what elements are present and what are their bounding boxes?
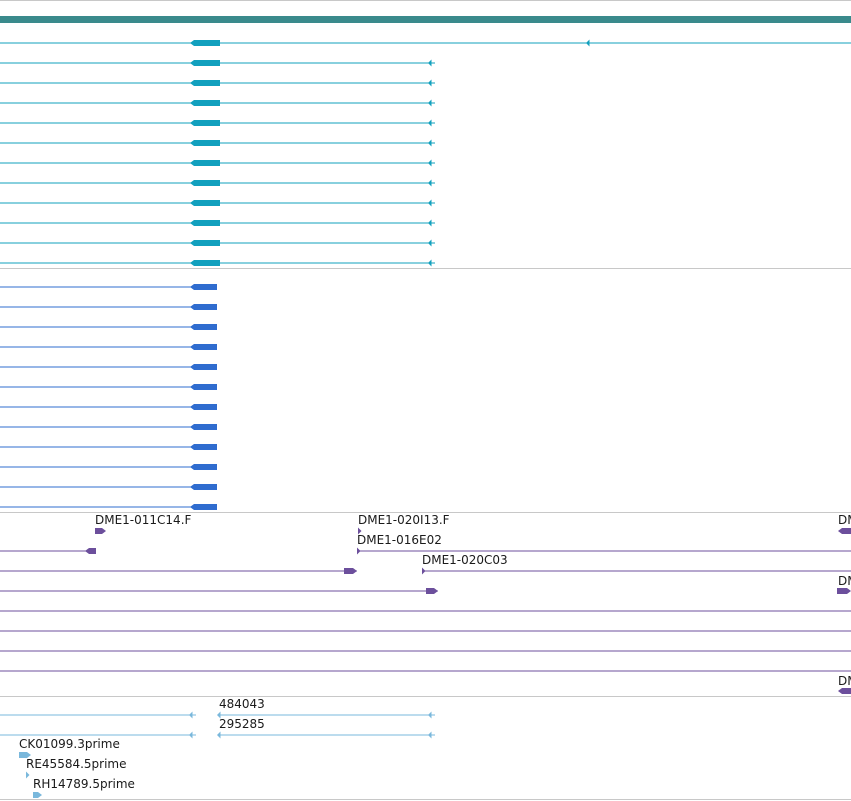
exon-block[interactable] — [190, 304, 217, 310]
feature-label-rh14789-5prime[interactable]: RH14789.5prime — [33, 777, 135, 791]
est-feature[interactable] — [33, 792, 42, 798]
feature-label-dme1-020i13-f[interactable]: DME1-020I13.F — [358, 513, 450, 527]
exon-block[interactable] — [190, 240, 220, 246]
strand-arrow[interactable] — [428, 219, 432, 227]
strand-arrow[interactable] — [428, 199, 432, 207]
exon-block[interactable] — [190, 404, 217, 410]
exon-block[interactable] — [190, 484, 217, 490]
feature-label-295285[interactable]: 295285 — [219, 717, 265, 731]
strand-arrow[interactable] — [428, 179, 432, 187]
exon-block[interactable] — [190, 160, 220, 166]
clone-feature[interactable] — [358, 527, 362, 535]
exon-block[interactable] — [190, 444, 217, 450]
clone-feature[interactable] — [95, 528, 106, 534]
feature-label-re45584-5prime[interactable]: RE45584.5prime — [26, 757, 127, 771]
strand-arrow[interactable] — [428, 259, 432, 267]
feature-label-dm-top[interactable]: DM — [838, 513, 851, 527]
strand-arrow[interactable] — [428, 119, 432, 127]
feature-label-ck01099-3prime[interactable]: CK01099.3prime — [19, 737, 120, 751]
bottom-border — [0, 799, 851, 800]
exon-block[interactable] — [190, 220, 220, 226]
track-separator-3 — [0, 696, 851, 697]
strand-arrow[interactable] — [428, 711, 432, 719]
feature-label-dm-bottom[interactable]: DM — [838, 674, 851, 688]
exon-block[interactable] — [190, 324, 217, 330]
exon-block[interactable] — [190, 60, 220, 66]
strand-arrow[interactable] — [428, 731, 432, 739]
clone-feature[interactable] — [838, 688, 851, 694]
clone-end[interactable] — [85, 548, 96, 554]
track-separator-1 — [0, 268, 851, 269]
est-feature[interactable] — [26, 771, 30, 779]
clone-end[interactable] — [426, 588, 438, 594]
exon-block[interactable] — [190, 80, 220, 86]
exon-block[interactable] — [190, 200, 220, 206]
strand-arrow[interactable] — [428, 159, 432, 167]
top-border — [0, 0, 851, 1]
strand-arrow[interactable] — [428, 59, 432, 67]
est-feature[interactable] — [19, 752, 31, 758]
strand-arrow[interactable] — [217, 711, 221, 719]
strand-arrow[interactable] — [428, 99, 432, 107]
exon-block[interactable] — [190, 344, 217, 350]
exon-block[interactable] — [190, 40, 220, 46]
exon-block[interactable] — [190, 464, 217, 470]
feature-label-dme1-016e02[interactable]: DME1-016E02 — [357, 533, 442, 547]
feature-label-dme1-011c14-f[interactable]: DME1-011C14.F — [95, 513, 192, 527]
clone-feature[interactable] — [422, 567, 426, 575]
feature-label-dme1-020c03[interactable]: DME1-020C03 — [422, 553, 508, 567]
clone-feature[interactable] — [837, 588, 851, 594]
exon-block[interactable] — [190, 384, 217, 390]
strand-arrow[interactable] — [428, 239, 432, 247]
exon-block[interactable] — [190, 260, 220, 266]
feature-label-484043[interactable]: 484043 — [219, 697, 265, 711]
strand-arrow[interactable] — [428, 139, 432, 147]
clone-end[interactable] — [344, 568, 357, 574]
strand-arrow[interactable] — [189, 731, 193, 739]
strand-arrow[interactable] — [586, 39, 590, 47]
exon-block[interactable] — [190, 504, 217, 510]
exon-block[interactable] — [190, 364, 217, 370]
exon-block[interactable] — [190, 120, 220, 126]
track-separator-2 — [0, 512, 851, 513]
exon-block[interactable] — [190, 424, 217, 430]
exon-block[interactable] — [190, 140, 220, 146]
clone-feature[interactable] — [357, 547, 361, 555]
exon-block[interactable] — [190, 284, 217, 290]
exon-block[interactable] — [190, 100, 220, 106]
ruler-bar — [0, 16, 851, 23]
clone-feature[interactable] — [838, 528, 851, 534]
strand-arrow[interactable] — [217, 731, 221, 739]
exon-block[interactable] — [190, 180, 220, 186]
strand-arrow[interactable] — [428, 79, 432, 87]
strand-arrow[interactable] — [189, 711, 193, 719]
feature-label-dm-middle[interactable]: DM — [838, 574, 851, 588]
